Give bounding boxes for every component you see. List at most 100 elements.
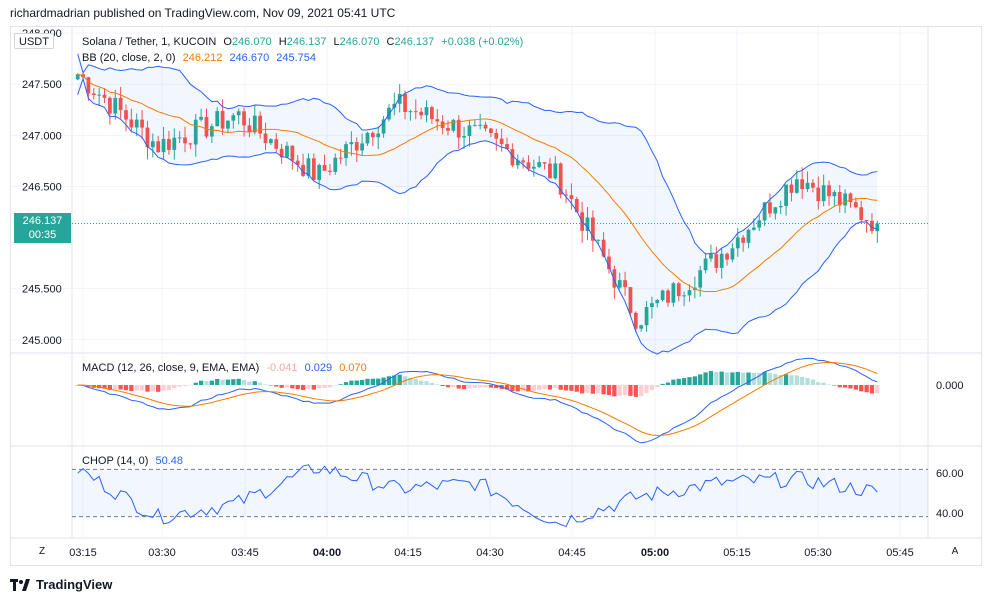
- time-tick-label: 05:30: [804, 547, 832, 559]
- macd-histogram-bar: [681, 378, 687, 385]
- zoom-button[interactable]: Z: [38, 546, 46, 557]
- candle-body: [709, 254, 713, 259]
- macd-histogram-bar: [193, 382, 198, 385]
- macd-histogram-bar: [161, 385, 166, 391]
- macd-histogram-bar: [762, 372, 767, 385]
- candle-body: [381, 119, 386, 134]
- candle-body: [703, 258, 708, 271]
- candle-body: [633, 312, 638, 329]
- macd-histogram-bar: [757, 372, 762, 385]
- macd-histogram-bar: [596, 385, 601, 394]
- candle-body: [167, 138, 171, 150]
- macd-histogram-bar: [327, 385, 333, 388]
- time-tick-label: 04:45: [558, 547, 586, 559]
- candle-body: [526, 162, 531, 169]
- macd-histogram-bar: [703, 372, 708, 385]
- macd-histogram-bar: [826, 384, 832, 385]
- ohlc-o-label: O: [223, 36, 232, 48]
- macd-histogram-bar: [520, 385, 526, 392]
- macd-histogram-bar: [730, 372, 735, 385]
- candle-body: [75, 74, 80, 80]
- bollinger-basis-line: [77, 73, 878, 293]
- macd-histogram-bar: [252, 381, 257, 385]
- macd-histogram-bar: [156, 385, 161, 392]
- macd-histogram-bar: [875, 385, 880, 394]
- macd-histogram-bar: [440, 385, 445, 387]
- tradingview-logo[interactable]: TradingView: [10, 577, 112, 592]
- candle-body: [124, 110, 128, 120]
- bb-basis-value: 246.212: [182, 52, 223, 64]
- candle-body: [317, 164, 322, 181]
- candle-body: [714, 254, 719, 268]
- macd-histogram-bar: [859, 385, 864, 392]
- macd-line: [77, 357, 878, 444]
- macd-histogram-bar: [209, 380, 214, 385]
- ohlc-open: 246.070: [231, 36, 272, 48]
- candle-body: [333, 157, 338, 172]
- candle-body: [821, 185, 826, 202]
- time-tick-label: 05:15: [723, 547, 751, 559]
- macd-histogram-bar: [746, 372, 751, 385]
- macd-histogram-bar: [365, 378, 370, 385]
- macd-histogram-bar: [601, 385, 606, 395]
- macd-histogram-bar: [268, 385, 274, 386]
- macd-histogram-bar: [333, 385, 338, 386]
- candle-body: [725, 253, 729, 260]
- candle-body: [730, 248, 735, 260]
- publish-info: richardmadrian published on TradingView.…: [10, 6, 396, 20]
- candle-body: [140, 119, 144, 128]
- macd-histogram-bar: [569, 385, 574, 391]
- price-tick-label: 247.500: [22, 79, 62, 91]
- ohlc-h-label: H: [278, 36, 287, 48]
- macd-histogram-bar: [853, 385, 858, 390]
- macd-histogram-bar: [821, 382, 826, 385]
- macd-histogram-bar: [295, 385, 300, 390]
- macd-histogram-bar: [558, 385, 563, 390]
- macd-histogram-bar: [478, 385, 483, 388]
- bollinger-upper-line: [77, 53, 878, 255]
- macd-histogram-bar: [714, 371, 719, 385]
- macd-histogram-bar: [247, 381, 252, 385]
- macd-histogram-bar: [547, 385, 553, 390]
- bb-lower-value: 245.754: [276, 52, 317, 64]
- bb-label[interactable]: BB (20, close, 2, 0): [82, 52, 176, 64]
- macd-label[interactable]: MACD (12, 26, close, 9, EMA, EMA): [82, 362, 260, 374]
- candle-body: [274, 139, 279, 149]
- chop-label[interactable]: CHOP (14, 0): [82, 455, 149, 467]
- ohlc-high: 246.137: [286, 36, 327, 48]
- candle-body: [515, 160, 520, 166]
- time-tick-label: 05:00: [641, 547, 669, 559]
- candle-body: [628, 287, 633, 313]
- macd-histogram-bar: [354, 380, 359, 385]
- candle-body: [354, 142, 359, 151]
- candle-body: [800, 179, 805, 190]
- macd-histogram-bar: [526, 385, 531, 392]
- macd-histogram-bar: [810, 379, 816, 385]
- candle-body: [505, 144, 509, 150]
- tradingview-brand: TradingView: [36, 577, 113, 592]
- candle-body: [752, 227, 756, 230]
- macd-histogram-bar: [424, 381, 429, 385]
- candle-body: [537, 162, 542, 167]
- macd-histogram-bar: [300, 385, 306, 391]
- bb-legend: BB (20, close, 2, 0) 246.212 246.670 245…: [82, 52, 320, 64]
- symbol-title[interactable]: Solana / Tether, 1, KUCOIN: [82, 36, 217, 48]
- macd-histogram-bar: [842, 385, 848, 388]
- last-price: 246.137: [22, 215, 63, 227]
- macd-histogram-bar: [585, 385, 590, 393]
- auto-scale-button[interactable]: A: [951, 546, 959, 557]
- candle-body: [242, 111, 246, 126]
- overlays: [72, 53, 928, 355]
- macd-legend: MACD (12, 26, close, 9, EMA, EMA) -0.041…: [82, 362, 371, 374]
- candle-body: [489, 128, 493, 133]
- candle-body: [644, 307, 649, 326]
- macd-histogram-bar: [483, 385, 488, 388]
- candle-body: [226, 120, 230, 129]
- currency-badge[interactable]: USDT: [14, 33, 54, 49]
- macd-histogram-bar: [832, 385, 837, 386]
- price-tick-label: 245.000: [22, 335, 62, 347]
- macd-histogram-bar: [451, 385, 456, 388]
- macd-histogram-bar: [241, 380, 247, 385]
- macd-histogram-bar: [590, 385, 596, 394]
